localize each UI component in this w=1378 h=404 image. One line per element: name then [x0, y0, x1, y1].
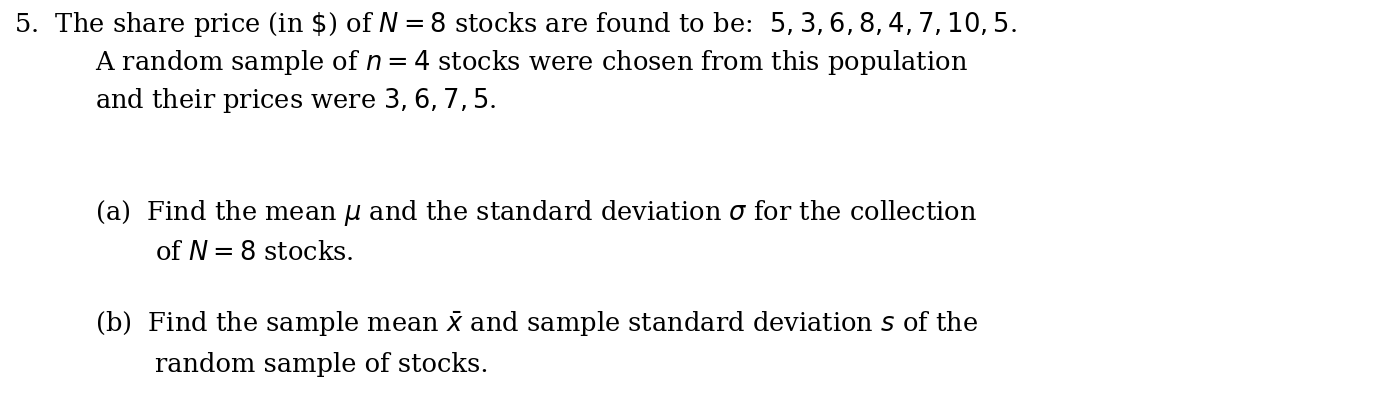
Text: (a)  Find the mean $\mu$ and the standard deviation $\sigma$ for the collection: (a) Find the mean $\mu$ and the standard…	[95, 198, 977, 228]
Text: of $N = 8$ stocks.: of $N = 8$ stocks.	[154, 240, 354, 265]
Text: and their prices were $3, 6, 7, 5$.: and their prices were $3, 6, 7, 5$.	[95, 86, 496, 115]
Text: (b)  Find the sample mean $\bar{x}$ and sample standard deviation $s$ of the: (b) Find the sample mean $\bar{x}$ and s…	[95, 310, 978, 339]
Text: A random sample of $n = 4$ stocks were chosen from this population: A random sample of $n = 4$ stocks were c…	[95, 48, 967, 77]
Text: random sample of stocks.: random sample of stocks.	[154, 352, 488, 377]
Text: 5.  The share price (in $\$$) of $N = 8$ stocks are found to be:  $5, 3, 6, 8, 4: 5. The share price (in $\$$) of $N = 8$ …	[14, 10, 1017, 39]
